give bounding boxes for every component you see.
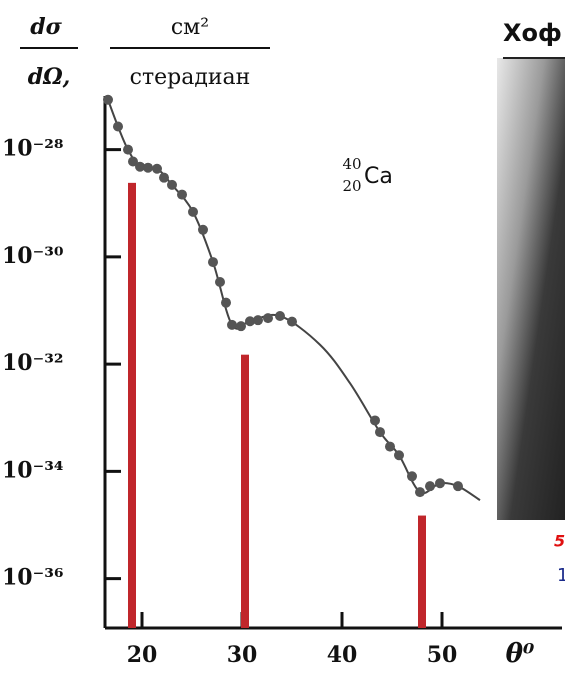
bar	[128, 182, 136, 628]
photo	[497, 58, 565, 520]
data-point	[236, 321, 246, 332]
x-tick-label: 50	[427, 642, 458, 668]
data-point	[221, 297, 231, 308]
y-tick-label: 10⁻³⁶	[2, 565, 64, 591]
x-label: θ⁰	[506, 639, 535, 669]
data-point	[113, 121, 123, 132]
data-point	[215, 276, 225, 287]
y-unit-numerator: см²	[171, 15, 209, 40]
data-point	[152, 163, 162, 174]
data-point	[188, 206, 198, 217]
data-point	[375, 427, 385, 438]
data-point	[407, 471, 417, 482]
x-tick-label: 40	[327, 642, 358, 668]
data-point	[103, 94, 113, 105]
y-tick-label: 10⁻²⁸	[2, 136, 64, 162]
data-point	[263, 313, 273, 324]
y-tick-label: 10⁻³⁴	[2, 457, 64, 483]
y-unit-denominator: стерадиан	[130, 65, 251, 90]
data-point	[435, 478, 445, 489]
data-point	[415, 487, 425, 498]
data-point	[227, 319, 237, 330]
data-point	[245, 316, 255, 327]
data-point	[128, 156, 138, 167]
data-point	[253, 315, 263, 326]
data-point	[167, 179, 177, 190]
photo-note: 1	[557, 565, 565, 586]
data-point	[275, 310, 285, 321]
y-label-denominator: dΩ,	[28, 64, 71, 90]
data-point	[394, 450, 404, 461]
bar	[418, 515, 426, 628]
photo-title: Хоф	[503, 19, 562, 47]
y-tick-label: 10⁻³²	[2, 350, 64, 376]
y-label-numerator: dσ	[30, 14, 62, 40]
x-tick-label: 20	[127, 642, 158, 668]
data-point	[123, 144, 133, 155]
data-point	[159, 172, 169, 183]
fit-curve	[107, 99, 481, 502]
data-point	[287, 316, 297, 327]
y-tick-label: 10⁻³⁰	[2, 243, 64, 269]
data-point	[453, 481, 463, 492]
data-point	[198, 224, 208, 235]
bar	[241, 354, 249, 628]
data-point	[177, 189, 187, 200]
x-tick-label: 30	[227, 642, 258, 668]
data-point	[370, 415, 380, 426]
data-point	[385, 441, 395, 452]
data-point	[143, 162, 153, 173]
data-point	[208, 257, 218, 268]
annotation-charge: 20	[342, 177, 361, 195]
annotation-mass: 40	[342, 155, 361, 173]
data-point	[135, 161, 145, 172]
data-point	[425, 481, 435, 492]
photo-note: 5	[554, 532, 565, 551]
annotation-symbol: Ca	[364, 164, 393, 189]
